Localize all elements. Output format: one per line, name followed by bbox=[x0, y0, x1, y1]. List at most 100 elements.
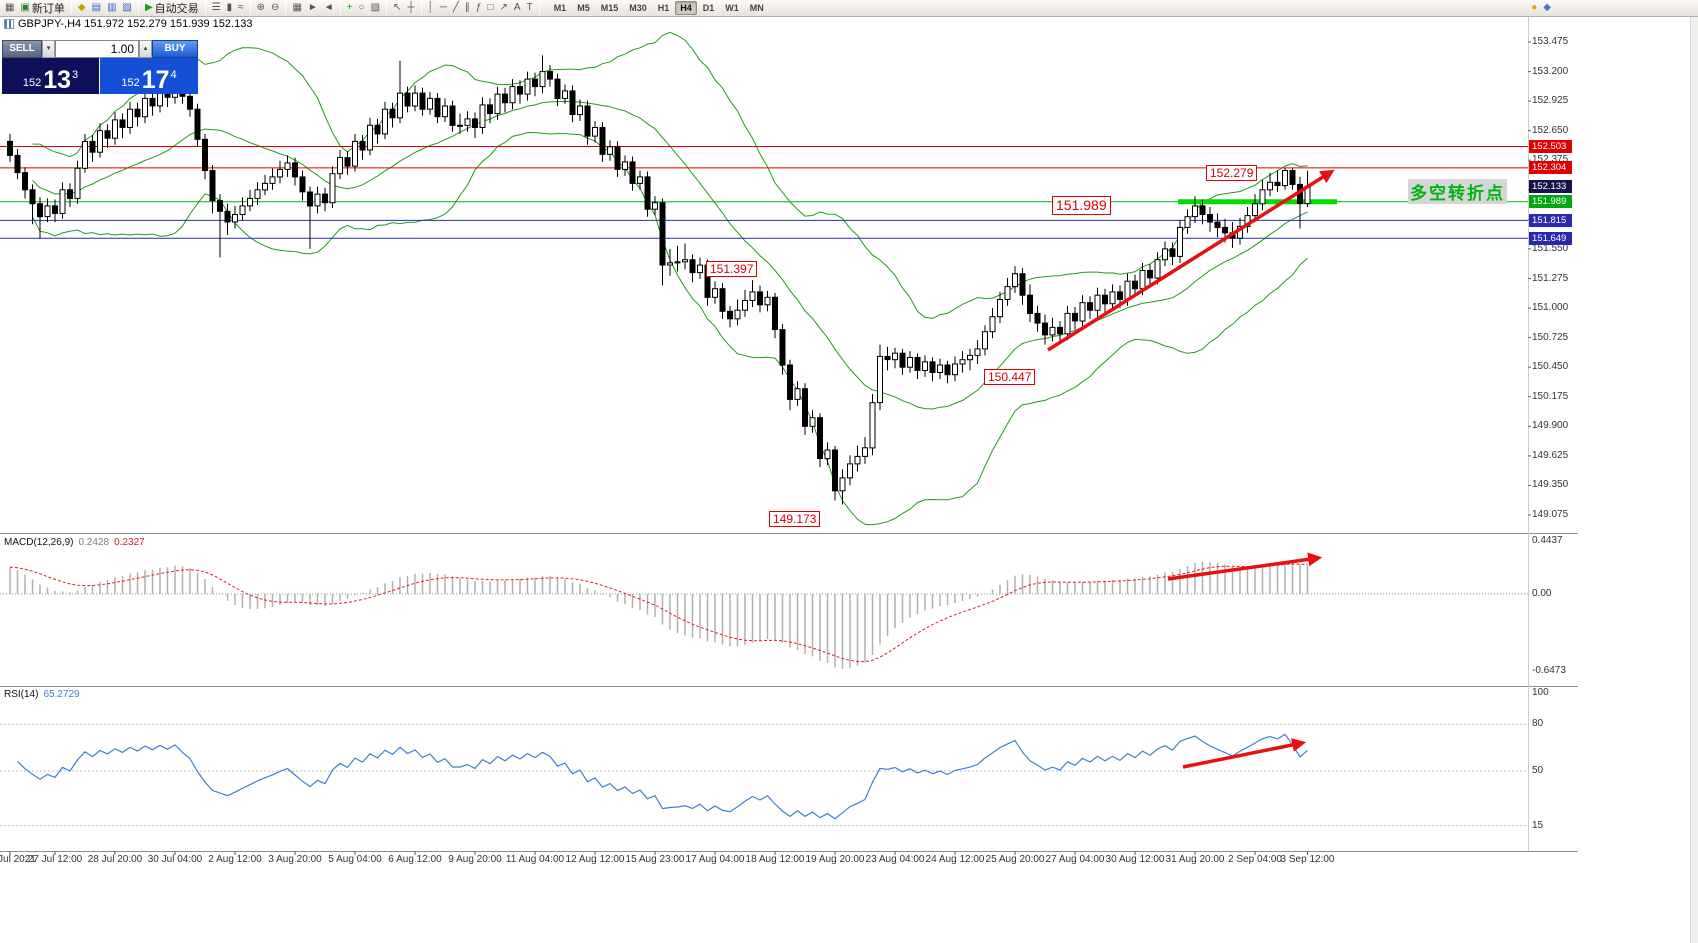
zoom-out-button[interactable]: ⊖ bbox=[268, 1, 282, 16]
horizontal-line-tool-button[interactable]: ─ bbox=[437, 1, 450, 16]
candle bbox=[952, 356, 958, 382]
text-tool-button[interactable]: A bbox=[511, 1, 524, 16]
timeframe-h1[interactable]: H1 bbox=[657, 3, 670, 13]
price-annotation[interactable]: 149.173 bbox=[769, 511, 821, 527]
new-chart-button[interactable]: ▦ bbox=[2, 1, 17, 16]
macd-panel bbox=[0, 561, 1528, 669]
auto-scroll-button[interactable]: ► bbox=[305, 1, 321, 16]
candlestick-chart-type-button[interactable]: ▮ bbox=[224, 1, 236, 16]
zoom-in-button[interactable]: ⊕ bbox=[254, 1, 268, 16]
time-axis-label: 25 Aug 20:00 bbox=[985, 854, 1045, 865]
buy-price-point: 4 bbox=[170, 69, 177, 81]
shapes-tool-button[interactable]: □ bbox=[484, 1, 496, 16]
time-axis-label: 17 Aug 04:00 bbox=[685, 854, 745, 865]
time-axis-label: 2 Sep 04:00 bbox=[1228, 854, 1282, 865]
tile-windows-button[interactable]: ▦ bbox=[289, 1, 304, 16]
text-label-tool-button[interactable]: T bbox=[524, 1, 536, 16]
vertical-line-tool-button[interactable]: │ bbox=[425, 1, 437, 16]
bar-chart-type-button[interactable]: ☰ bbox=[209, 1, 224, 16]
help-button[interactable]: ◆ bbox=[1540, 1, 1554, 16]
price-annotation[interactable]: 152.279 bbox=[1206, 165, 1258, 181]
turning-point-note[interactable]: 多空转折点 bbox=[1408, 179, 1507, 204]
autotrading-button[interactable]: ▶ 自动交易 bbox=[142, 1, 202, 16]
candle bbox=[914, 353, 921, 379]
community-button[interactable]: ● bbox=[1528, 1, 1540, 16]
volume-decrease-caret-icon[interactable]: ▾ bbox=[42, 40, 55, 58]
candle bbox=[1289, 168, 1296, 190]
trend-arrow[interactable] bbox=[1167, 552, 1323, 581]
buy-price-display[interactable]: 152 17 4 bbox=[100, 58, 198, 94]
templates-button[interactable]: ▨ bbox=[368, 1, 383, 16]
trend-arrow[interactable] bbox=[1182, 738, 1307, 769]
candle bbox=[1267, 172, 1273, 197]
arrows-tool-button[interactable]: ↗ bbox=[497, 1, 511, 16]
time-axis-label: 11 Aug 04:00 bbox=[505, 854, 565, 865]
vertical-scrollbar[interactable] bbox=[1690, 17, 1698, 943]
channel-tool-button[interactable]: ∥ bbox=[462, 1, 473, 16]
templates-icon: ▨ bbox=[370, 2, 381, 13]
candle bbox=[344, 151, 351, 175]
candle bbox=[1087, 296, 1093, 319]
candle bbox=[1012, 266, 1018, 293]
macd-axis-label: -0.6473 bbox=[1532, 665, 1566, 677]
candle bbox=[719, 283, 726, 319]
rsi-name: RSI(14) bbox=[4, 689, 39, 700]
candle bbox=[824, 442, 831, 465]
sell-price-display[interactable]: 152 13 3 bbox=[2, 58, 100, 94]
price-annotation[interactable]: 150.447 bbox=[984, 369, 1036, 385]
market-watch-button[interactable]: ◆ bbox=[75, 1, 89, 16]
candle bbox=[547, 65, 553, 87]
data-window-button[interactable]: ▤ bbox=[89, 1, 104, 16]
timeframe-m30[interactable]: M30 bbox=[629, 3, 647, 13]
candle bbox=[712, 281, 718, 304]
candle bbox=[412, 85, 418, 112]
candle bbox=[1109, 284, 1116, 311]
timeframe-h4[interactable]: H4 bbox=[675, 1, 697, 15]
timeframe-mn[interactable]: MN bbox=[749, 3, 764, 13]
volume-input[interactable] bbox=[55, 40, 139, 58]
macd-indicator-label: MACD(12,26,9) 0.2428 0.2327 bbox=[4, 537, 145, 548]
timeframe-m15[interactable]: M15 bbox=[600, 3, 619, 13]
new-order-button[interactable]: ▣ 新订单 bbox=[17, 1, 67, 16]
timeframe-d1[interactable]: D1 bbox=[702, 3, 715, 13]
candle bbox=[862, 437, 868, 464]
timeframe-w1[interactable]: W1 bbox=[725, 3, 739, 13]
navigator-icon: ▥ bbox=[107, 2, 117, 13]
crosshair-tool-button[interactable]: ┼ bbox=[404, 1, 417, 16]
chart-shift-button[interactable]: ◄ bbox=[321, 1, 337, 16]
price-annotation[interactable]: 151.397 bbox=[706, 261, 758, 277]
crosshair-tool-icon: ┼ bbox=[407, 2, 415, 13]
candlestick-chart-type-icon: ▮ bbox=[226, 2, 233, 13]
candle bbox=[697, 257, 703, 279]
time-axis-label: 15 Aug 23:00 bbox=[625, 854, 685, 865]
candle bbox=[7, 133, 13, 162]
price-annotation[interactable]: 151.989 bbox=[1052, 196, 1111, 215]
price-tag: 151.815 bbox=[1529, 213, 1572, 227]
indicators-list-button[interactable]: + bbox=[344, 1, 356, 16]
line-chart-type-button[interactable]: ≈ bbox=[235, 1, 247, 16]
candle bbox=[1169, 242, 1176, 266]
cursor-tool-button[interactable]: ↖ bbox=[390, 1, 404, 16]
fibonacci-tool-button[interactable]: ƒ bbox=[473, 1, 485, 16]
navigator-button[interactable]: ▥ bbox=[104, 1, 119, 16]
one-click-trading-panel: SELL ▾ ▴ BUY 152 13 3 152 17 4 bbox=[2, 40, 198, 94]
toolbar-separator bbox=[137, 2, 139, 14]
sell-button[interactable]: SELL bbox=[2, 40, 42, 58]
timeframe-m1[interactable]: M1 bbox=[553, 3, 567, 13]
volume-increase-caret-icon[interactable]: ▴ bbox=[139, 40, 152, 58]
candle bbox=[749, 280, 756, 307]
candle bbox=[82, 133, 88, 173]
candle bbox=[1049, 317, 1056, 342]
buy-button[interactable]: BUY bbox=[152, 40, 198, 58]
candle bbox=[524, 71, 531, 101]
candle bbox=[959, 351, 966, 373]
terminal-button[interactable]: ▧ bbox=[120, 1, 135, 16]
periods-menu-button[interactable]: ○ bbox=[356, 1, 368, 16]
candle bbox=[847, 455, 853, 486]
trend-arrow[interactable] bbox=[1047, 169, 1335, 352]
candle bbox=[1042, 314, 1048, 345]
trendline-tool-button[interactable]: ╱ bbox=[450, 1, 462, 16]
candle bbox=[892, 347, 898, 369]
timeframe-m5[interactable]: M5 bbox=[577, 3, 590, 13]
